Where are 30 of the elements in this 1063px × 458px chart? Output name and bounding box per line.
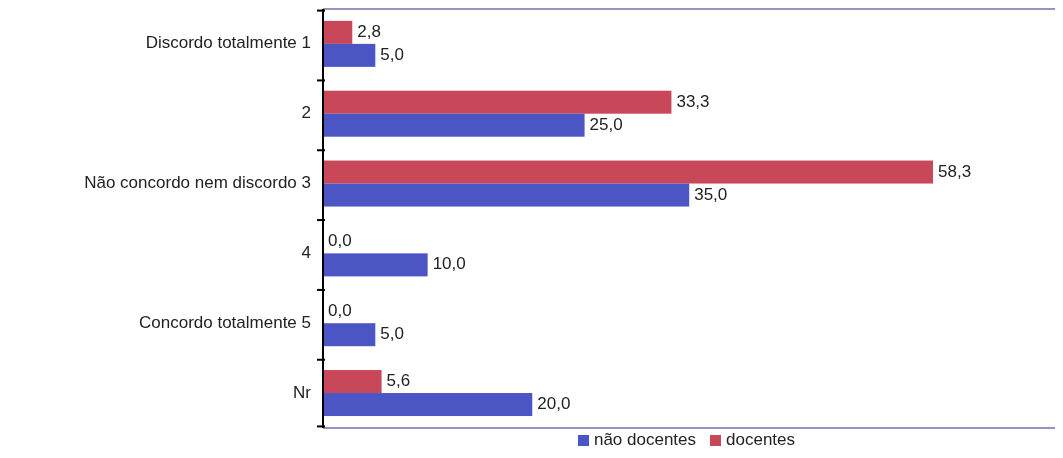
bar — [323, 183, 690, 207]
data-label: 5,0 — [380, 324, 404, 344]
data-label: 10,0 — [432, 254, 466, 274]
y-tick-label: Discordo totalmente 1 — [145, 33, 311, 53]
y-tick-label: Concordo totalmente 5 — [139, 312, 311, 332]
data-label: 2,8 — [357, 21, 381, 41]
bar — [323, 113, 585, 137]
bar — [323, 253, 428, 277]
data-label: 35,0 — [694, 184, 728, 204]
data-label: 5,6 — [386, 371, 411, 391]
data-label: 0,0 — [328, 301, 352, 321]
data-label: 20,0 — [537, 394, 571, 414]
legend-label: docentes — [725, 430, 796, 450]
y-tick-label: 2 — [301, 103, 311, 123]
data-label: 0,0 — [328, 231, 352, 251]
data-label: 33,3 — [676, 91, 710, 111]
bar — [323, 323, 376, 347]
bar — [323, 160, 933, 184]
bar — [323, 393, 533, 417]
bar — [323, 43, 376, 67]
y-tick-label: 4 — [301, 242, 311, 262]
bar — [323, 90, 672, 114]
bar — [323, 370, 382, 394]
data-label: 25,0 — [589, 114, 623, 134]
bar — [323, 20, 353, 44]
legend-label: não docentes — [592, 430, 697, 450]
y-tick-label: Não concordo nem discordo 3 — [84, 173, 311, 193]
data-label: 5,0 — [380, 44, 404, 64]
data-label: 58,3 — [938, 161, 972, 181]
y-tick-label: Nr — [293, 382, 312, 402]
